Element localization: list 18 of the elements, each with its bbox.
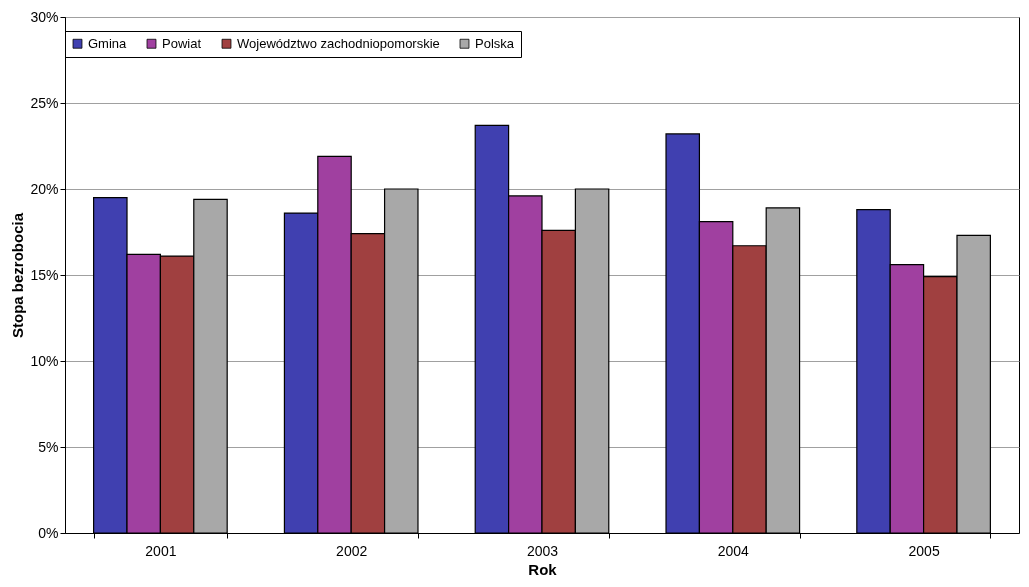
x-tick-label: 2005 <box>908 542 940 559</box>
x-tick-label: 2002 <box>336 542 368 559</box>
x-axis-title: Rok <box>528 560 558 578</box>
legend-label: Powiat <box>162 35 202 51</box>
y-tick-label: 20% <box>30 180 59 197</box>
y-tick-label: 0% <box>38 524 59 541</box>
x-tick-label: 2004 <box>717 542 750 559</box>
y-tick-label: 25% <box>30 94 59 111</box>
y-tick-label: 30% <box>30 8 59 25</box>
legend-label: Gmina <box>88 35 128 51</box>
x-tick-label: 2001 <box>145 542 177 559</box>
y-tick-label: 10% <box>30 352 59 369</box>
legend-label: Województwo zachodniopomorskie <box>237 35 440 51</box>
y-axis-title: Stopa bezrobocia <box>9 212 27 339</box>
y-tick-label: 5% <box>38 438 59 455</box>
x-tick-label: 2003 <box>526 542 559 559</box>
legend-label: Polska <box>475 35 515 51</box>
y-tick-label: 15% <box>30 266 59 283</box>
